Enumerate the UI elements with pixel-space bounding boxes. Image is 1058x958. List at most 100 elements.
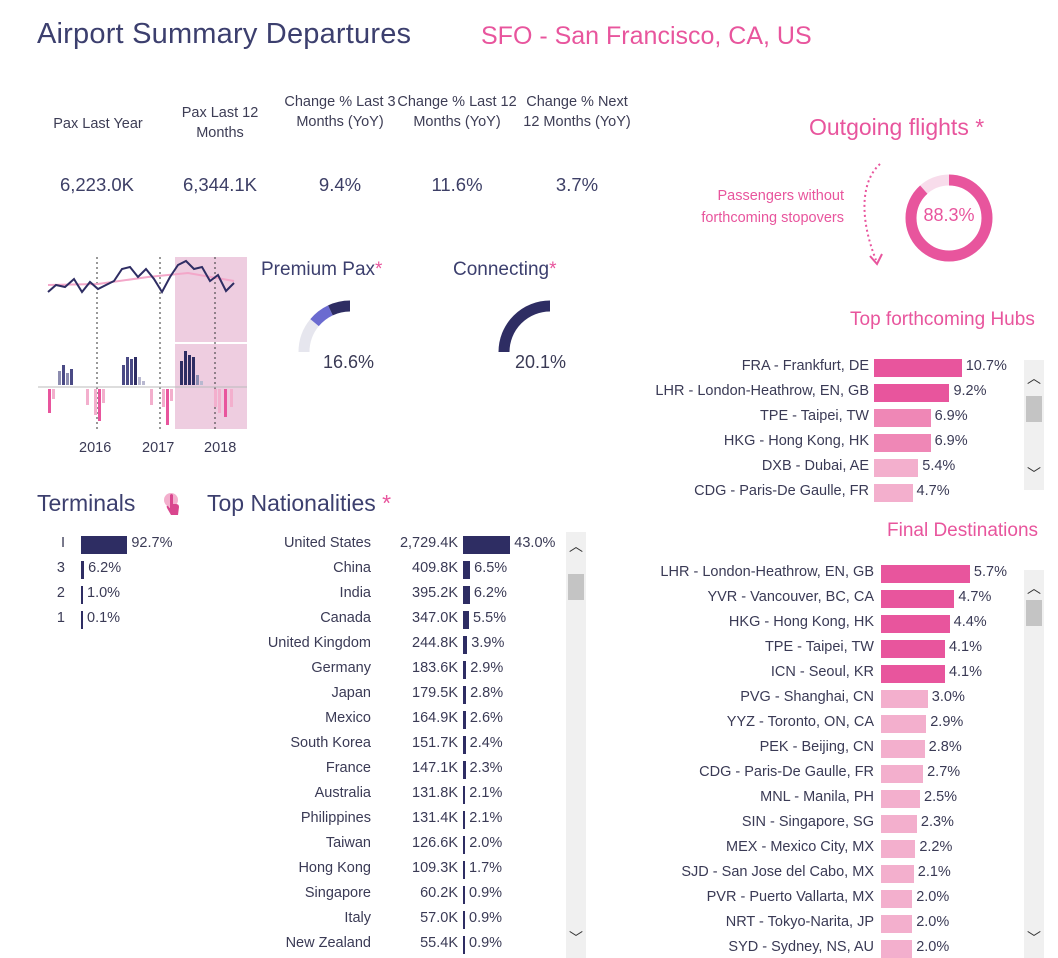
destination-row[interactable]: LHR - London-Heathrow, EN, GB bbox=[0, 564, 874, 584]
value-bar[interactable] bbox=[881, 640, 945, 658]
value-bar[interactable] bbox=[874, 484, 913, 502]
nationality-row[interactable]: Mexico bbox=[0, 710, 371, 730]
destinations-scrollbar[interactable]: ︿ ﹀ bbox=[1024, 570, 1044, 958]
value-bar[interactable] bbox=[874, 434, 931, 452]
nationality-row[interactable]: France bbox=[0, 760, 371, 780]
hub-row[interactable]: CDG - Paris-De Gaulle, FR bbox=[0, 483, 869, 503]
destination-row[interactable]: ICN - Seoul, KR bbox=[0, 664, 874, 684]
terminal-row[interactable]: I bbox=[0, 535, 65, 555]
nationality-row[interactable]: United States bbox=[0, 535, 371, 555]
value-bar[interactable] bbox=[881, 740, 925, 758]
value-bar[interactable] bbox=[463, 611, 470, 629]
nationality-row[interactable]: Philippines bbox=[0, 810, 371, 830]
nationality-row[interactable]: Singapore bbox=[0, 885, 371, 905]
value-bar[interactable] bbox=[463, 886, 465, 904]
nationality-row[interactable]: Japan bbox=[0, 685, 371, 705]
destination-row[interactable]: SJD - San Jose del Cabo, MX bbox=[0, 864, 874, 884]
value-bar[interactable] bbox=[881, 815, 917, 833]
hub-row[interactable]: TPE - Taipei, TW bbox=[0, 408, 869, 428]
value-bar[interactable] bbox=[463, 636, 468, 654]
terminal-row[interactable]: 3 bbox=[0, 560, 65, 580]
hub-row[interactable]: LHR - London-Heathrow, EN, GB bbox=[0, 383, 869, 403]
value-bar[interactable] bbox=[874, 359, 962, 377]
hubs-scrollbar[interactable]: ︿ ﹀ bbox=[1024, 360, 1044, 490]
value-bar[interactable] bbox=[881, 615, 950, 633]
destination-row[interactable]: PVG - Shanghai, CN bbox=[0, 689, 874, 709]
trend-chart[interactable] bbox=[38, 257, 250, 432]
destination-row[interactable]: HKG - Hong Kong, HK bbox=[0, 614, 874, 634]
value-bar[interactable] bbox=[463, 561, 471, 579]
scroll-thumb[interactable] bbox=[1026, 396, 1042, 422]
nationality-row[interactable]: Taiwan bbox=[0, 835, 371, 855]
terminal-row[interactable]: 2 bbox=[0, 585, 65, 605]
nationality-row[interactable]: New Zealand bbox=[0, 935, 371, 955]
value-bar[interactable] bbox=[463, 786, 466, 804]
nationality-row[interactable]: Canada bbox=[0, 610, 371, 630]
hub-row[interactable]: FRA - Frankfurt, DE bbox=[0, 358, 869, 378]
scroll-up-icon[interactable]: ︿ bbox=[1027, 580, 1041, 596]
destination-row[interactable]: YYZ - Toronto, ON, CA bbox=[0, 714, 874, 734]
nationality-row[interactable]: United Kingdom bbox=[0, 635, 371, 655]
value-bar[interactable] bbox=[881, 915, 913, 933]
nationality-row[interactable]: Italy bbox=[0, 910, 371, 930]
value-bar[interactable] bbox=[881, 765, 924, 783]
scroll-down-icon[interactable]: ﹀ bbox=[1027, 466, 1041, 482]
value-bar[interactable] bbox=[881, 565, 970, 583]
value-bar[interactable] bbox=[874, 409, 931, 427]
value-bar[interactable] bbox=[81, 611, 83, 629]
hub-row[interactable]: DXB - Dubai, AE bbox=[0, 458, 869, 478]
destination-row[interactable]: YVR - Vancouver, BC, CA bbox=[0, 589, 874, 609]
destination-row[interactable]: CDG - Paris-De Gaulle, FR bbox=[0, 764, 874, 784]
destination-row[interactable]: PVR - Puerto Vallarta, MX bbox=[0, 889, 874, 909]
nationality-row[interactable]: South Korea bbox=[0, 735, 371, 755]
value-bar[interactable] bbox=[463, 911, 465, 929]
nationality-row[interactable]: India bbox=[0, 585, 371, 605]
destination-row[interactable]: SYD - Sydney, NS, AU bbox=[0, 939, 874, 958]
pointer-hand-icon[interactable] bbox=[163, 491, 183, 519]
nationality-row[interactable]: Germany bbox=[0, 660, 371, 680]
value-bar[interactable] bbox=[463, 736, 466, 754]
nationality-row[interactable]: Hong Kong bbox=[0, 860, 371, 880]
value-bar[interactable] bbox=[463, 686, 467, 704]
value-bar[interactable] bbox=[881, 715, 927, 733]
scroll-up-icon[interactable]: ︿ bbox=[569, 538, 583, 554]
value-bar[interactable] bbox=[881, 840, 916, 858]
scroll-up-icon[interactable]: ︿ bbox=[1027, 370, 1041, 386]
value-bar[interactable] bbox=[81, 586, 83, 604]
value-bar[interactable] bbox=[881, 590, 955, 608]
scroll-down-icon[interactable]: ﹀ bbox=[1027, 930, 1041, 946]
destination-row[interactable]: NRT - Tokyo-Narita, JP bbox=[0, 914, 874, 934]
nationalities-scrollbar[interactable]: ︿ ﹀ bbox=[566, 532, 586, 958]
value-bar[interactable] bbox=[81, 561, 85, 579]
nationality-row[interactable]: Australia bbox=[0, 785, 371, 805]
value-bar[interactable] bbox=[463, 536, 511, 554]
hub-row[interactable]: HKG - Hong Kong, HK bbox=[0, 433, 869, 453]
value-bar[interactable] bbox=[463, 711, 466, 729]
destination-row[interactable]: TPE - Taipei, TW bbox=[0, 639, 874, 659]
value-bar[interactable] bbox=[881, 690, 928, 708]
value-bar[interactable] bbox=[881, 940, 913, 958]
value-bar[interactable] bbox=[463, 936, 465, 954]
value-bar[interactable] bbox=[463, 836, 466, 854]
value-bar[interactable] bbox=[463, 661, 467, 679]
destination-row[interactable]: PEK - Beijing, CN bbox=[0, 739, 874, 759]
value-bar[interactable] bbox=[463, 586, 470, 604]
destination-row[interactable]: MNL - Manila, PH bbox=[0, 789, 874, 809]
terminal-row[interactable]: 1 bbox=[0, 610, 65, 630]
value-bar[interactable] bbox=[81, 536, 128, 554]
value-bar[interactable] bbox=[874, 384, 950, 402]
value-bar[interactable] bbox=[881, 665, 945, 683]
scroll-down-icon[interactable]: ﹀ bbox=[569, 930, 583, 946]
scroll-thumb[interactable] bbox=[568, 574, 584, 600]
nationality-row[interactable]: China bbox=[0, 560, 371, 580]
destination-row[interactable]: MEX - Mexico City, MX bbox=[0, 839, 874, 859]
value-bar[interactable] bbox=[881, 890, 913, 908]
scroll-thumb[interactable] bbox=[1026, 600, 1042, 626]
value-bar[interactable] bbox=[881, 865, 914, 883]
value-bar[interactable] bbox=[881, 790, 920, 808]
value-bar[interactable] bbox=[463, 761, 466, 779]
destination-row[interactable]: SIN - Singapore, SG bbox=[0, 814, 874, 834]
value-bar[interactable] bbox=[874, 459, 919, 477]
value-bar[interactable] bbox=[463, 811, 466, 829]
value-bar[interactable] bbox=[463, 861, 465, 879]
